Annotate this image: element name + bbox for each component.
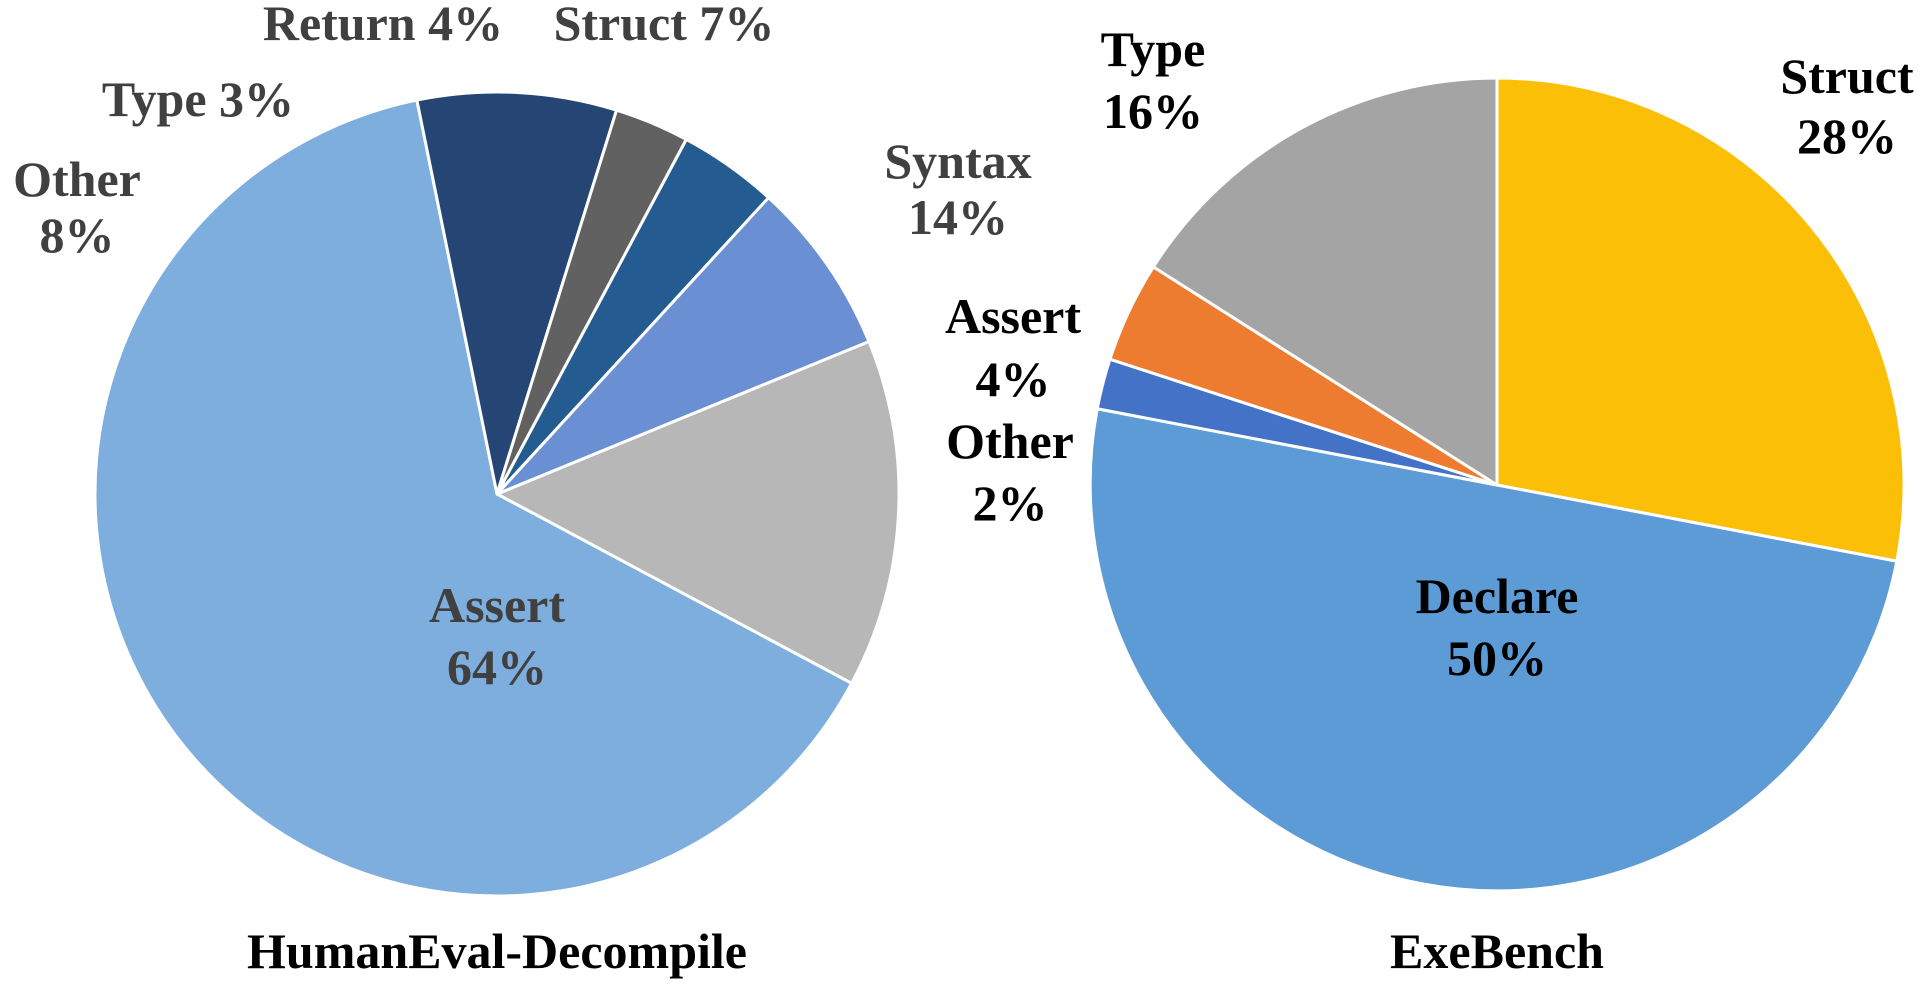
exebench-label-type: Type 16% [1101,21,1206,139]
humaneval-decompile-title: HumanEval-Decompile [247,923,747,979]
humaneval-decompile-label-assert-name: Assert [429,577,565,633]
humaneval-decompile-label-type-name: Type 3% [102,71,294,127]
humaneval-decompile-label-other: Other 8% [13,151,141,263]
exebench-label-type-value: 16% [1103,83,1203,139]
humaneval-decompile-label-syntax-name: Syntax [884,133,1031,189]
exebench-label-assert: Assert 4% [945,288,1081,407]
humaneval-decompile-slice-assert [93,98,854,898]
humaneval-decompile-label-return: Return 4% [263,0,503,51]
exebench-label-declare: Declare 50% [1416,568,1579,686]
exebench-label-assert-name: Assert [945,288,1081,344]
humaneval-decompile-slice-other [415,90,619,496]
humaneval-decompile-slice-syntax [495,339,901,685]
exebench-label-type-name: Type [1101,21,1206,77]
humaneval-decompile-label-struct-name: Struct 7% [554,0,775,51]
exebench-label-other: Other 2% [946,413,1074,531]
humaneval-decompile-label-assert-value: 64% [447,639,547,695]
humaneval-decompile-label-syntax: Syntax 14% [884,133,1031,245]
humaneval-decompile-label-struct: Struct 7% [554,0,775,51]
exebench-label-struct-value: 28% [1797,108,1897,164]
exebench-label-struct-name: Struct [1780,48,1914,104]
exebench-label-declare-value: 50% [1447,630,1547,686]
exebench-pie: Struct 28% Declare 50% Other 2% Assert 4% Type 16… [945,21,1914,893]
humaneval-decompile-slice-struct [495,196,871,496]
exebench-label-declare-name: Declare [1416,568,1579,624]
exebench-slice-declare [1088,407,1899,893]
humaneval-decompile-label-other-value: 8% [40,207,115,263]
humaneval-decompile-label-return-name: Return 4% [263,0,503,51]
humaneval-decompile-label-other-name: Other [13,151,141,207]
exebench-slice-struct [1495,76,1906,563]
humaneval-decompile-label-assert: Assert 64% [429,577,565,695]
exebench-label-other-name: Other [946,413,1074,469]
humaneval-decompile-pie: Syntax 14% Assert 64% Other 8% Type 3% Return 4… [13,0,1032,898]
exebench-label-assert-value: 4% [976,351,1051,407]
humaneval-decompile-label-syntax-value: 14% [908,189,1008,245]
exebench-label-other-value: 2% [973,475,1048,531]
exebench-slice-type [1151,76,1499,487]
exebench-title: ExeBench [1390,923,1604,979]
humaneval-decompile-label-type: Type 3% [102,71,294,127]
exebench-label-struct: Struct 28% [1780,48,1914,164]
